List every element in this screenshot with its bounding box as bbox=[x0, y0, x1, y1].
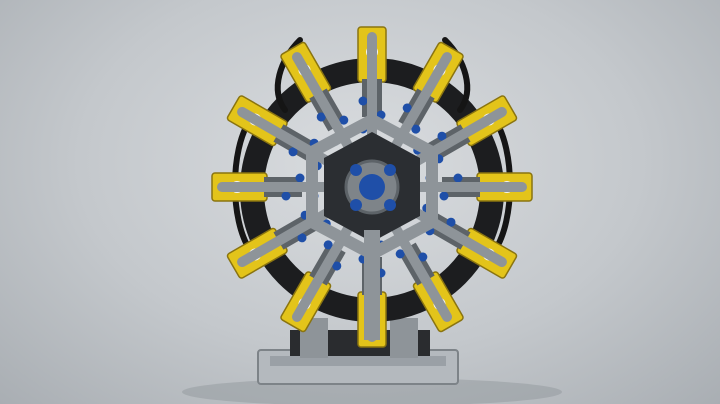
base-stand bbox=[257, 318, 459, 385]
support-beam bbox=[364, 230, 380, 340]
hex-center bbox=[306, 113, 438, 261]
